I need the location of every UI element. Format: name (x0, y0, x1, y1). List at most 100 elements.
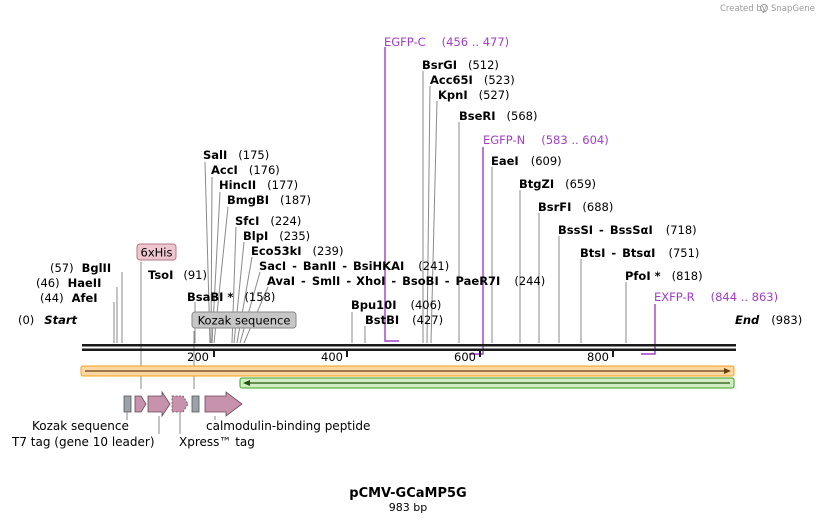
enzyme-name: BtgZI (519, 177, 554, 191)
plasmid-length: 983 bp (389, 501, 427, 514)
enzyme-name: TsoI (148, 268, 173, 282)
orf-orange (80, 365, 735, 377)
sequence-ends: (0) Start End (983) (18, 313, 802, 327)
primer-range: (583 .. 604) (541, 133, 609, 147)
enzyme-name: EaeI (491, 154, 519, 168)
enzyme-pos: (406) (410, 298, 441, 312)
kozak-box (191, 311, 297, 329)
his-tag-text: 6xHis (141, 246, 173, 260)
dna-backbone (82, 344, 736, 351)
enzyme-name: Bpu10I (351, 298, 396, 312)
svg-text:(44)AfeI: (44) AfeI (40, 291, 98, 305)
kozak-feature-label: Kozak sequence (32, 419, 129, 433)
svg-text:HincII(177): HincII (177) (219, 178, 298, 192)
dna-strand-top (82, 344, 736, 347)
ruler-tick (346, 351, 348, 357)
his-tag-feature (134, 395, 147, 413)
end-position: (983) (771, 313, 802, 327)
enzyme-pos: (659) (565, 177, 596, 191)
calmodulin-binding-peptide-arrow (204, 391, 243, 417)
primer-name: EXFP-R (654, 290, 695, 304)
ruler-label: 800 (587, 350, 609, 364)
kozak-feature (123, 395, 132, 413)
kozak-box-label: Kozak sequence (191, 311, 297, 329)
enzyme-name: BmgBI (227, 193, 269, 207)
plasmid-name: pCMV-GCaMP5G (349, 486, 466, 501)
svg-text:BsrFI(688): BsrFI (688) (538, 200, 613, 214)
enzyme-name: BglII (82, 261, 112, 275)
enzyme-name: BsiHKAI (353, 259, 404, 273)
enzyme-name: BsoBI (402, 274, 439, 288)
calmodulin-binding-peptide-label: calmodulin-binding peptide (206, 419, 370, 433)
plasmid-title-block: pCMV-GCaMP5G 983 bp (349, 486, 466, 514)
enzyme-pos: (235) (279, 229, 310, 243)
enzyme-pos: (609) (531, 154, 562, 168)
primer-arrow-egfp-c (384, 47, 399, 342)
svg-text:(46)HaeII: (46) HaeII (36, 276, 101, 290)
enzyme-pos: (239) (313, 244, 344, 258)
kozak-box-text: Kozak sequence (198, 314, 291, 328)
primer-range: (456 .. 477) (442, 35, 510, 49)
snapgene-brand: Created by SnapGene (720, 4, 815, 14)
svg-text:SacI-BanII-BsiHKAI(241): SacI - BanII - BsiHKAI (241) (259, 259, 449, 273)
enzyme-name: SalI (203, 148, 227, 162)
enzyme-name: PaeR7I (456, 274, 501, 288)
svg-text:SfcI(224): SfcI (224) (235, 214, 301, 228)
svg-text:Bpu10I(406): Bpu10I (406) (351, 298, 441, 312)
kozak-feature-2 (191, 395, 200, 413)
svg-text:BmgBI(187): BmgBI (187) (227, 193, 311, 207)
ruler-tick (213, 351, 215, 357)
xpress-tag-feature (171, 395, 189, 413)
enzyme-name: AvaI (267, 274, 295, 288)
svg-text:BtgZI(659): BtgZI (659) (519, 177, 596, 191)
primer-arrow-egfp-n (469, 147, 484, 355)
t7-tag-feature-arrow (147, 390, 171, 418)
enzyme-name: SmlI (312, 274, 341, 288)
enzyme-pos: (187) (280, 193, 311, 207)
primer-arrow-exfp-r (641, 304, 656, 355)
snapgene-name: SnapGene (771, 4, 815, 14)
enzyme-name: BanII (303, 259, 336, 273)
enzyme-name: BssSαI (610, 223, 653, 237)
orf-green-arrowhead-icon (243, 380, 250, 386)
svg-text:BseRI(568): BseRI (568) (459, 109, 537, 123)
start-label: Start (44, 313, 77, 327)
enzyme-labels: (44) AfeI (46) HaeII (57) BglII TsoI (91) Bs… (36, 58, 703, 327)
enzyme-name: KpnI (438, 88, 468, 102)
svg-text:EGFP-N(583 .. 604): EGFP-N (583 .. 604) (483, 133, 609, 147)
enzyme-name: BseRI (459, 109, 496, 123)
svg-text:AvaI-SmlI-XhoI-BsoBI-PaeR7I(24: AvaI - SmlI - XhoI - BsoBI - PaeR7I (244) (267, 274, 545, 288)
ruler-label: 200 (187, 350, 209, 364)
enzyme-name: BsrGI (422, 58, 457, 72)
enzyme-name: SfcI (235, 214, 259, 228)
label-connectors (113, 71, 627, 389)
created-by-text: Created by (720, 4, 767, 14)
enzyme-pos: (158) (244, 290, 275, 304)
ruler-tick (479, 351, 481, 357)
enzyme-pos: (241) (418, 259, 449, 273)
svg-text:BlpI(235): BlpI (235) (243, 229, 310, 243)
enzyme-name: BtsαI (622, 246, 655, 260)
primer-leads (384, 47, 656, 355)
ruler-tick (612, 351, 614, 357)
enzyme-pos: (175) (238, 148, 269, 162)
enzyme-name: Acc65I (430, 73, 473, 87)
svg-text:AccI(176): AccI (176) (211, 163, 280, 177)
enzyme-name: AccI (211, 163, 238, 177)
enzyme-name: XhoI (356, 274, 385, 288)
svg-text:KpnI(527): KpnI (527) (438, 88, 510, 102)
svg-text:PfoI *(818): PfoI * (818) (625, 269, 703, 283)
svg-text:(57)BglII: (57) BglII (50, 261, 111, 275)
enzyme-pos: (176) (249, 163, 280, 177)
feature-labels: Kozak sequence T7 tag (gene 10 leader) X… (11, 419, 370, 449)
svg-text:EaeI(609): EaeI (609) (491, 154, 562, 168)
svg-text:SalI(175): SalI (175) (203, 148, 269, 162)
enzyme-name: BstBI (365, 313, 399, 327)
his-tag-box (136, 243, 177, 261)
enzyme-pos: (523) (484, 73, 515, 87)
svg-text:(0)Start: (0) Start (18, 313, 78, 327)
enzyme-pos: (718) (666, 223, 697, 237)
enzyme-name: AfeI (72, 291, 98, 305)
enzyme-name: BsaBI * (187, 290, 233, 304)
